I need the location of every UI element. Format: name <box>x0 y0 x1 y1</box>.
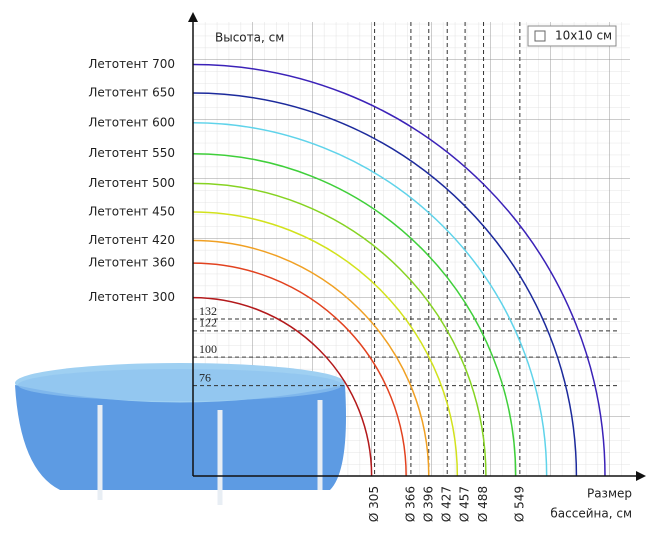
y-arrow <box>188 12 198 22</box>
x-axis-label: бассейна, см <box>550 507 632 521</box>
arc <box>192 152 517 477</box>
x-tick-label: Ø 305 <box>367 486 381 522</box>
series-label: Летотент 700 <box>88 57 175 71</box>
x-tick-label: Ø 366 <box>403 486 417 522</box>
series-label: Летотент 300 <box>88 290 175 304</box>
series-label: Летотент 420 <box>88 233 175 247</box>
x-tick-label: Ø 549 <box>512 486 526 522</box>
x-axis-label: Размер <box>587 487 632 501</box>
x-tick-label: Ø 488 <box>476 486 490 522</box>
y-tick-label: 76 <box>199 370 211 384</box>
x-arrow <box>636 471 646 481</box>
series-label: Летотент 500 <box>88 176 175 190</box>
series-label: Летотент 600 <box>88 115 175 129</box>
pool-image <box>15 363 346 505</box>
x-tick-label: Ø 457 <box>458 486 472 522</box>
grid-legend-swatch <box>534 30 546 42</box>
grid-legend-box <box>527 25 617 47</box>
arc <box>192 296 373 477</box>
arc <box>192 63 606 477</box>
x-tick-label: Ø 427 <box>440 486 454 522</box>
series-label: Летотент 450 <box>88 204 175 218</box>
arc <box>192 211 459 477</box>
grid-legend-label: 10x10 см <box>555 29 612 43</box>
series-label: Летотент 360 <box>88 256 175 270</box>
y-tick-label: 100 <box>199 342 217 356</box>
arc <box>192 182 487 477</box>
arc <box>192 122 548 477</box>
y-tick-label: 132 <box>199 304 217 318</box>
y-axis-label: Высота, см <box>215 31 284 45</box>
arc <box>192 239 430 477</box>
series-label: Летотент 550 <box>88 146 175 160</box>
arc <box>192 262 407 477</box>
series-label: Летотент 650 <box>88 86 175 100</box>
x-tick-label: Ø 396 <box>421 486 435 522</box>
arc <box>192 92 578 477</box>
